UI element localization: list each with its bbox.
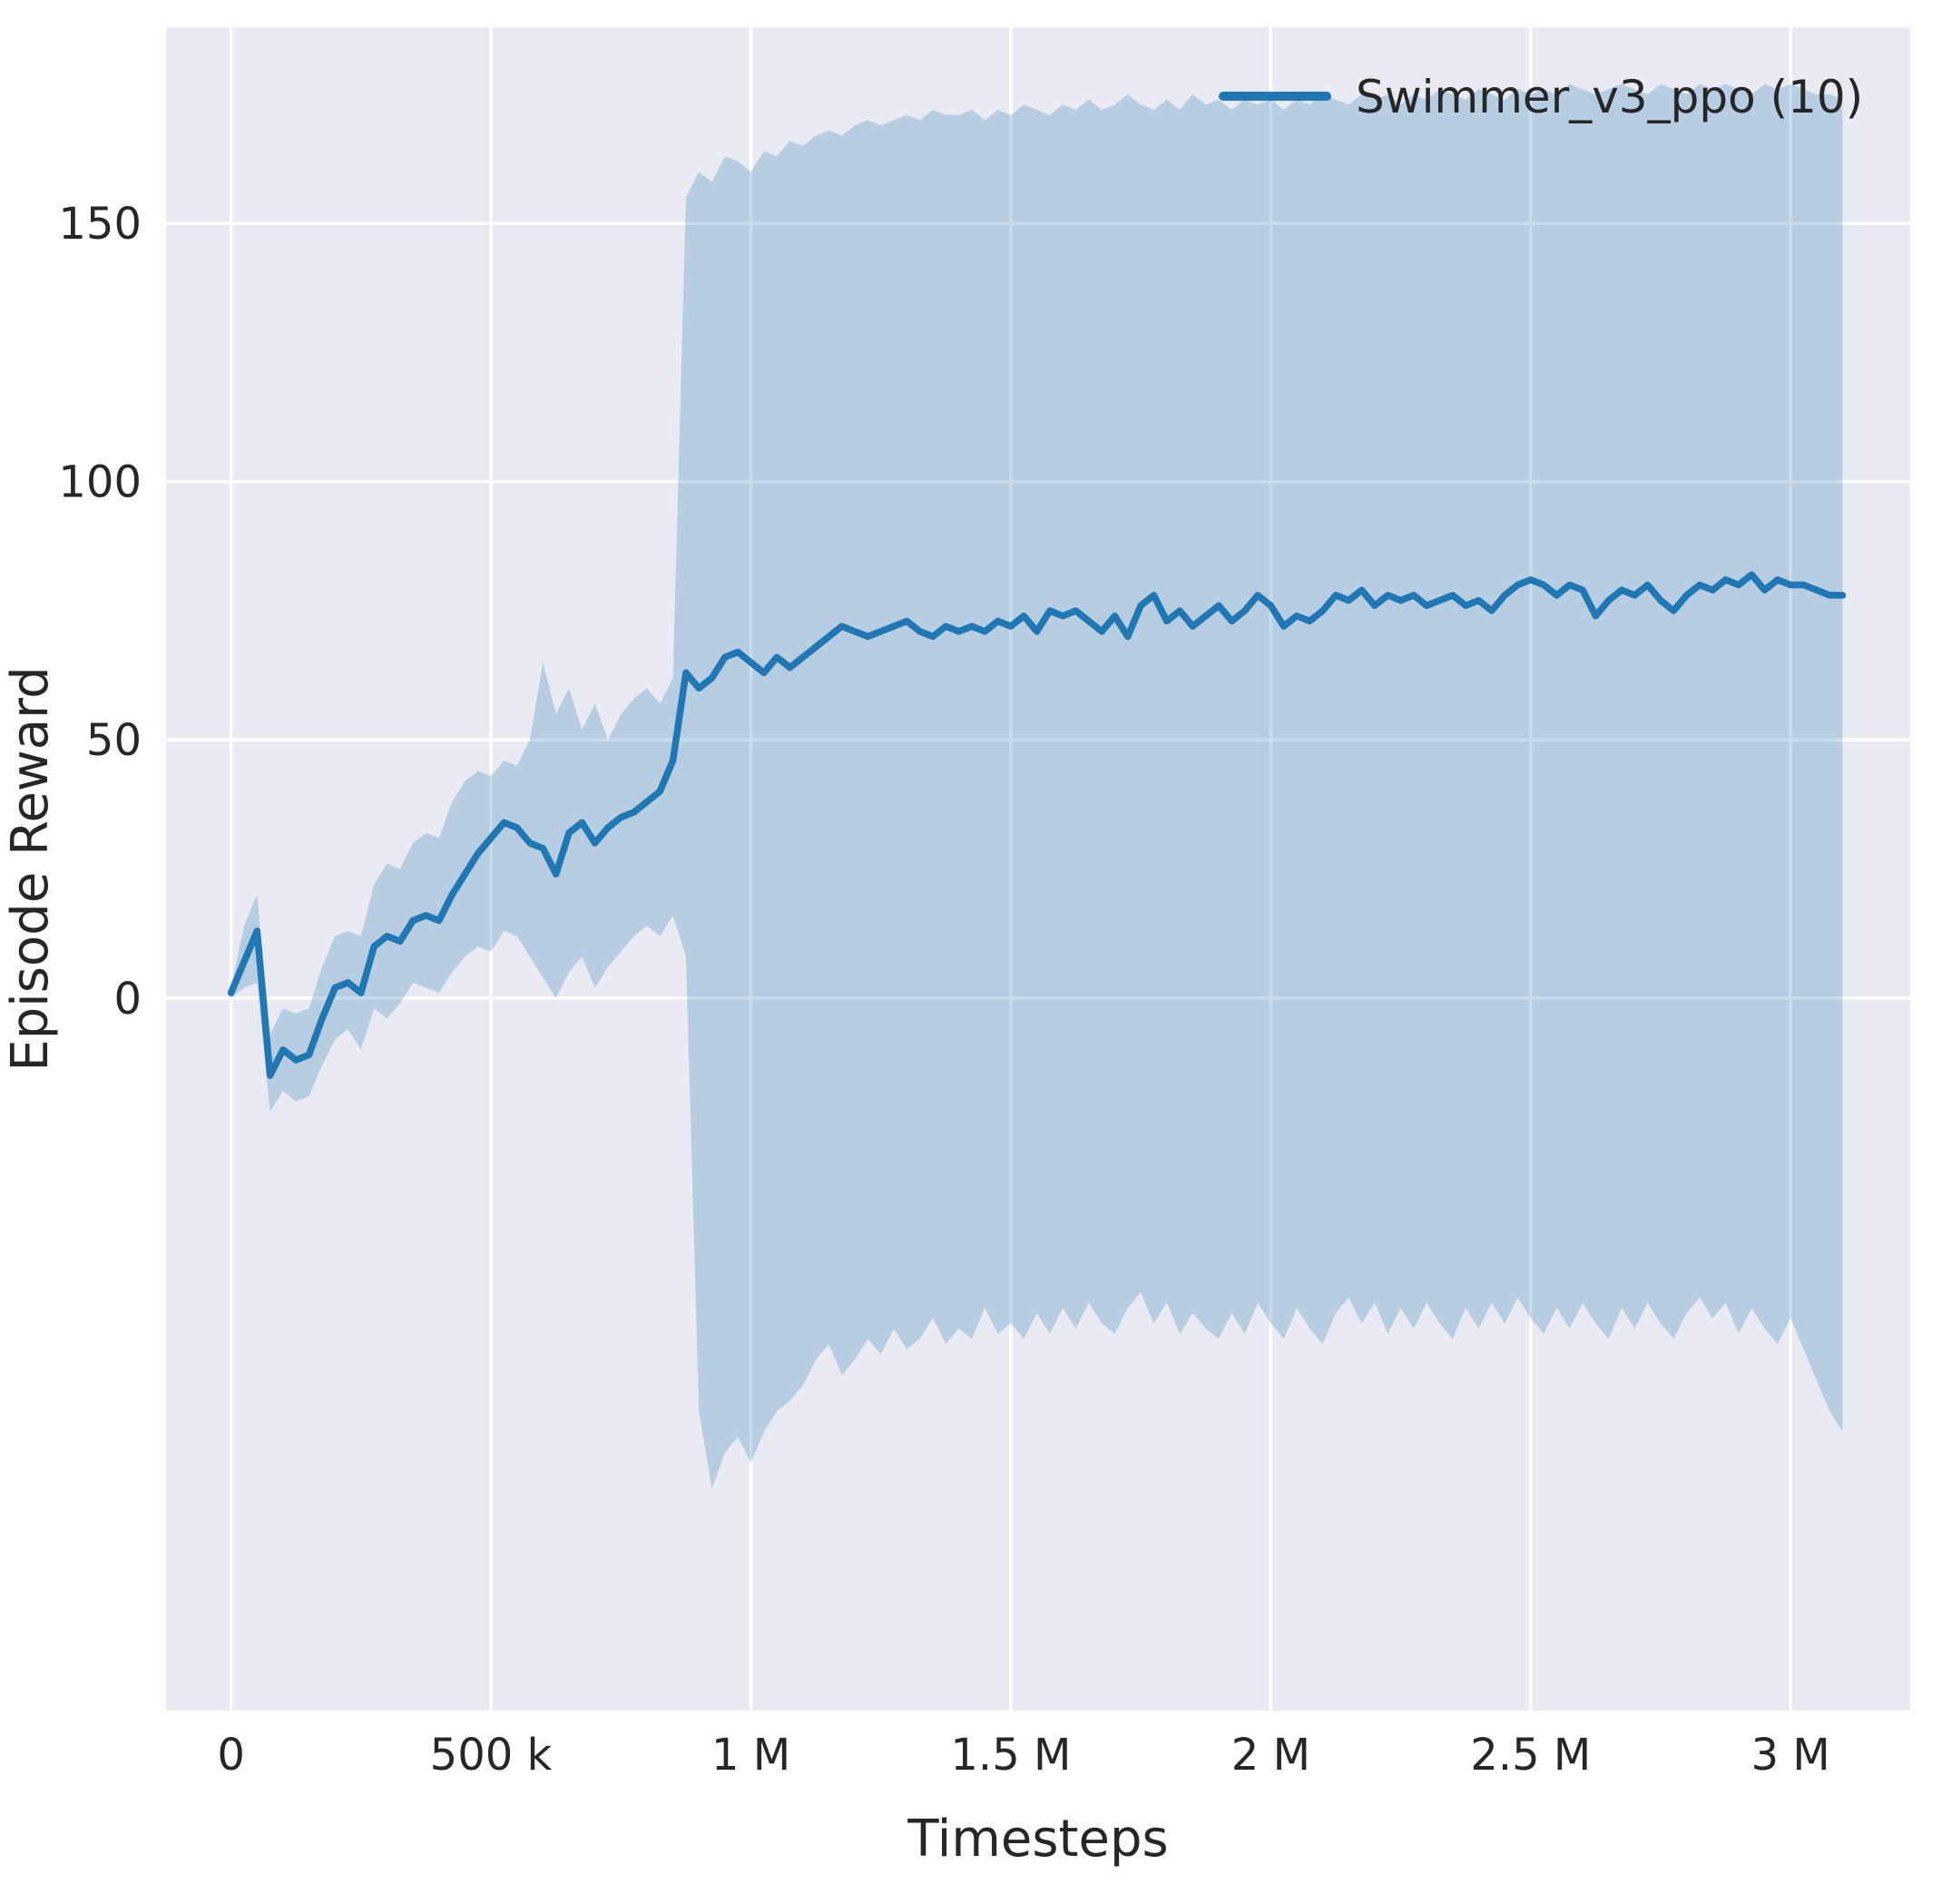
legend-label: Swimmer_v3_ppo (10) <box>1356 71 1863 123</box>
x-tick-label: 0 <box>217 1730 245 1781</box>
x-tick-label: 500 k <box>430 1730 553 1781</box>
x-tick-label: 1.5 M <box>950 1730 1071 1781</box>
x-tick-label: 2.5 M <box>1470 1730 1591 1781</box>
y-tick-label: 50 <box>86 715 142 766</box>
mean-line <box>227 571 1847 1079</box>
x-tick-label: 2 M <box>1231 1730 1310 1781</box>
y-tick-label: 100 <box>58 457 142 508</box>
y-tick-label: 150 <box>58 199 142 250</box>
x-axis-label: Timesteps <box>907 1810 1168 1869</box>
y-tick-label: 0 <box>113 974 142 1025</box>
plot-background <box>166 27 1910 1711</box>
confidence-band <box>230 83 1843 1489</box>
x-tick-label: 1 M <box>711 1730 790 1781</box>
x-tick-label: 3 M <box>1751 1730 1830 1781</box>
y-axis-label: Episode Reward <box>1 666 60 1071</box>
